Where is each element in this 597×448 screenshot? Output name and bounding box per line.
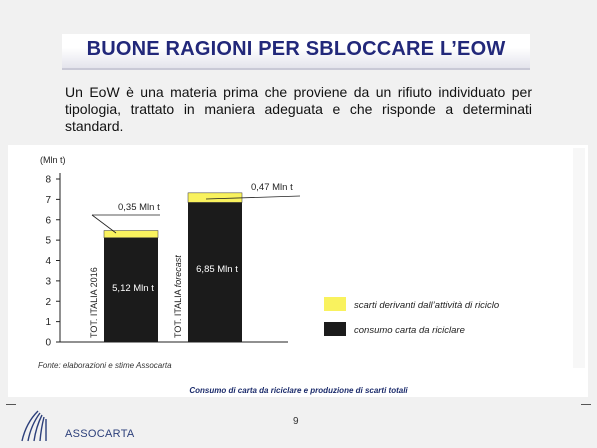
bar-forecast-consumo: [188, 202, 242, 342]
y-tick-label: 7: [45, 195, 51, 206]
bar-chart: (Mln t) 0 1 2 3 4 5 6 7 8 5,12 Mln t TOT. ITALIA 20…: [40, 155, 499, 349]
associazione-logo-icon: [21, 410, 47, 442]
bar-2016-consumo: [104, 237, 158, 342]
left-dash: [6, 404, 16, 405]
legend-label-scarti: scarti derivanti dall’attività di ricicl…: [354, 300, 499, 311]
right-dash: [581, 404, 591, 405]
slide-title: BUONE RAGIONI PER SBLOCCARE L’EOW: [86, 38, 506, 60]
top-value-label: 0,35 Mln t: [118, 202, 160, 213]
brand-name: ASSOCARTA: [65, 428, 135, 440]
bar-2016-scarti: [103, 230, 159, 238]
y-tick-label: 8: [45, 175, 51, 186]
bar-forecast-scarti: [187, 192, 243, 203]
legend-swatch-scarti: [324, 297, 346, 311]
y-tick-label: 2: [45, 297, 51, 308]
y-tick-label: 5: [45, 236, 51, 247]
category-label: TOT. ITALIA forecast: [173, 255, 183, 338]
page-number: 9: [293, 416, 299, 427]
bar-value-label: 6,85 Mln t: [196, 264, 238, 275]
y-tick-label: 1: [45, 317, 51, 328]
y-tick-label: 6: [45, 215, 51, 226]
top-value-label: 0,47 Mln t: [251, 182, 293, 193]
category-label-suffix: forecast: [173, 255, 183, 288]
bar-value-label: 5,12 Mln t: [112, 283, 154, 294]
callout-line: [91, 214, 117, 234]
y-tick-label: 3: [45, 276, 51, 287]
category-label: TOT. ITALIA 2016: [89, 267, 99, 338]
chart-panel-edge: [573, 148, 585, 368]
legend-swatch-consumo: [324, 322, 346, 336]
title-bar: [62, 34, 530, 70]
legend-label-consumo: consumo carta da riciclare: [354, 325, 465, 336]
y-tick-label: 4: [45, 256, 51, 267]
chart-source: Fonte: elaborazioni e stime Assocarta: [38, 361, 172, 370]
y-axis-label: (Mln t): [40, 155, 66, 165]
y-tick-label: 0: [45, 338, 51, 349]
intro-text: Un EoW è una materia prima che proviene …: [65, 84, 532, 134]
chart-caption: Consumo di carta da riciclare e produzio…: [189, 386, 408, 395]
callout-line: [205, 195, 301, 200]
